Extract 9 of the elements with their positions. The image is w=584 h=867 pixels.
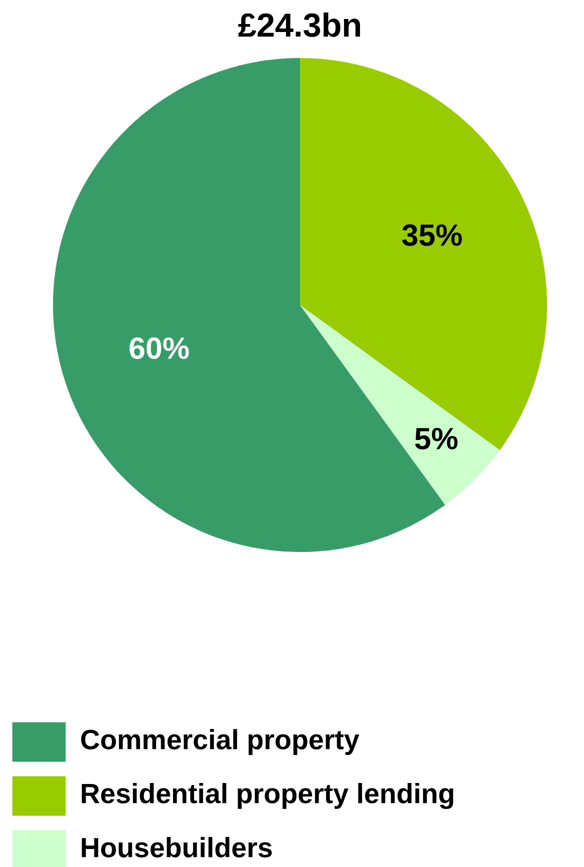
pie-slice (300, 58, 547, 450)
data-label: 60% (130, 337, 189, 359)
legend-label: Housebuilders (82, 837, 272, 858)
legend-label: Residential property lending (82, 782, 454, 810)
data-label: 35% (402, 224, 462, 246)
legend-label: Commercial property (81, 729, 360, 755)
data-label: 5% (415, 428, 458, 450)
chart-title: £24.3bn (238, 12, 360, 37)
pie-slice (300, 305, 500, 505)
